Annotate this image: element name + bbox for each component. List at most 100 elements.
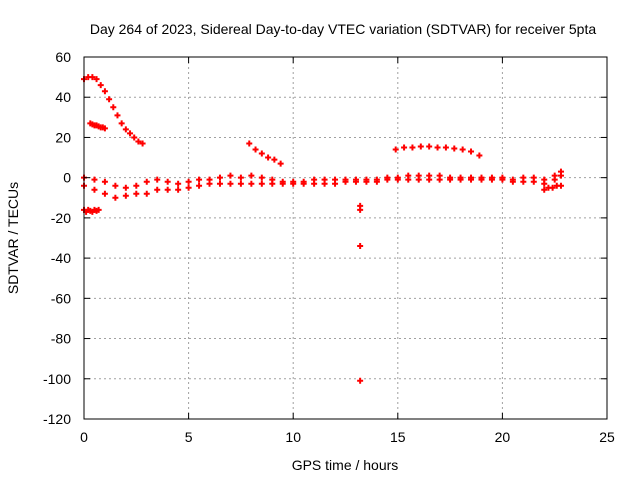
data-point xyxy=(216,174,223,181)
data-point xyxy=(488,176,495,183)
data-point xyxy=(154,176,161,183)
data-point xyxy=(248,180,255,187)
y-tick-label: -60 xyxy=(51,290,71,306)
y-axis-label: SDTVAR / TECUs xyxy=(5,182,21,294)
grid xyxy=(84,57,607,419)
data-point xyxy=(118,120,125,127)
chart-title: Day 264 of 2023, Sidereal Day-to-day VTE… xyxy=(90,21,597,37)
data-point xyxy=(227,180,234,187)
y-tick-label: 20 xyxy=(55,129,71,145)
data-point xyxy=(417,143,424,150)
data-point xyxy=(357,206,364,213)
data-point xyxy=(415,176,422,183)
data-point xyxy=(436,176,443,183)
data-point xyxy=(392,146,399,153)
data-point xyxy=(164,186,171,193)
data-point xyxy=(175,180,182,187)
data-point xyxy=(321,180,328,187)
data-point xyxy=(112,182,119,189)
series-arc-end xyxy=(541,182,564,193)
data-point xyxy=(271,156,278,163)
x-tick-label: 20 xyxy=(495,429,511,445)
data-point xyxy=(185,178,192,185)
data-point xyxy=(93,76,100,83)
y-tick-label: -100 xyxy=(43,371,71,387)
y-tick-label: 40 xyxy=(55,89,71,105)
data-point xyxy=(394,176,401,183)
data-point xyxy=(154,186,161,193)
data-point xyxy=(237,174,244,181)
x-tick-label: 10 xyxy=(285,429,301,445)
data-point xyxy=(106,96,113,103)
data-point xyxy=(175,186,182,193)
x-tick-label: 25 xyxy=(599,429,615,445)
y-tick-label: 60 xyxy=(55,49,71,65)
data-point xyxy=(143,178,150,185)
data-point xyxy=(135,138,142,145)
series-arc-8h xyxy=(246,140,284,167)
data-point xyxy=(520,178,527,185)
x-tick-label: 5 xyxy=(185,429,193,445)
data-point xyxy=(409,144,416,151)
ticks: 0 5 10 15 20 25 -120 -100 -80 -60 -40 -20 0 20 40 60 xyxy=(43,49,615,445)
series-arc-15h xyxy=(392,143,483,159)
data-point xyxy=(101,178,108,185)
data-point xyxy=(164,178,171,185)
data-point xyxy=(290,180,297,187)
data-point xyxy=(342,178,349,185)
data-point xyxy=(133,182,140,189)
data-point xyxy=(139,140,146,147)
data-point xyxy=(269,180,276,187)
data-point xyxy=(237,180,244,187)
data-point xyxy=(499,176,506,183)
data-point xyxy=(127,130,134,137)
data-point xyxy=(451,145,458,152)
y-tick-label: -40 xyxy=(51,250,71,266)
data-points xyxy=(81,74,564,384)
y-tick-label: -80 xyxy=(51,331,71,347)
data-point xyxy=(227,172,234,179)
data-point xyxy=(352,178,359,185)
data-point xyxy=(426,176,433,183)
x-axis-label: GPS time / hours xyxy=(292,457,399,473)
data-point xyxy=(468,148,475,155)
data-point xyxy=(434,144,441,151)
data-point xyxy=(557,182,564,189)
data-point xyxy=(101,88,108,95)
data-point xyxy=(459,146,466,153)
data-point xyxy=(89,74,96,81)
data-point xyxy=(252,146,259,153)
data-point xyxy=(551,176,558,183)
y-tick-label: 0 xyxy=(63,170,71,186)
data-point xyxy=(557,172,564,179)
data-point xyxy=(277,160,284,167)
data-point xyxy=(509,178,516,185)
data-point xyxy=(442,144,449,151)
data-point xyxy=(216,180,223,187)
data-point xyxy=(530,178,537,185)
data-point xyxy=(447,176,454,183)
data-point xyxy=(373,178,380,185)
series-band-main-lower xyxy=(81,172,564,201)
data-point xyxy=(541,180,548,187)
series-arc-26 xyxy=(87,120,108,132)
y-tick-label: -120 xyxy=(43,411,71,427)
data-point xyxy=(110,104,117,111)
data-point xyxy=(112,194,119,201)
data-point xyxy=(91,176,98,183)
data-point xyxy=(206,180,213,187)
series-outliers-13h xyxy=(357,202,364,384)
y-tick-label: -20 xyxy=(51,210,71,226)
data-point xyxy=(258,174,265,181)
data-point xyxy=(426,143,433,150)
data-point xyxy=(457,176,464,183)
data-point xyxy=(311,180,318,187)
data-point xyxy=(468,176,475,183)
data-point xyxy=(131,134,138,141)
data-point xyxy=(401,144,408,151)
data-point xyxy=(143,190,150,197)
x-tick-label: 15 xyxy=(390,429,406,445)
data-point xyxy=(133,190,140,197)
data-point xyxy=(279,180,286,187)
